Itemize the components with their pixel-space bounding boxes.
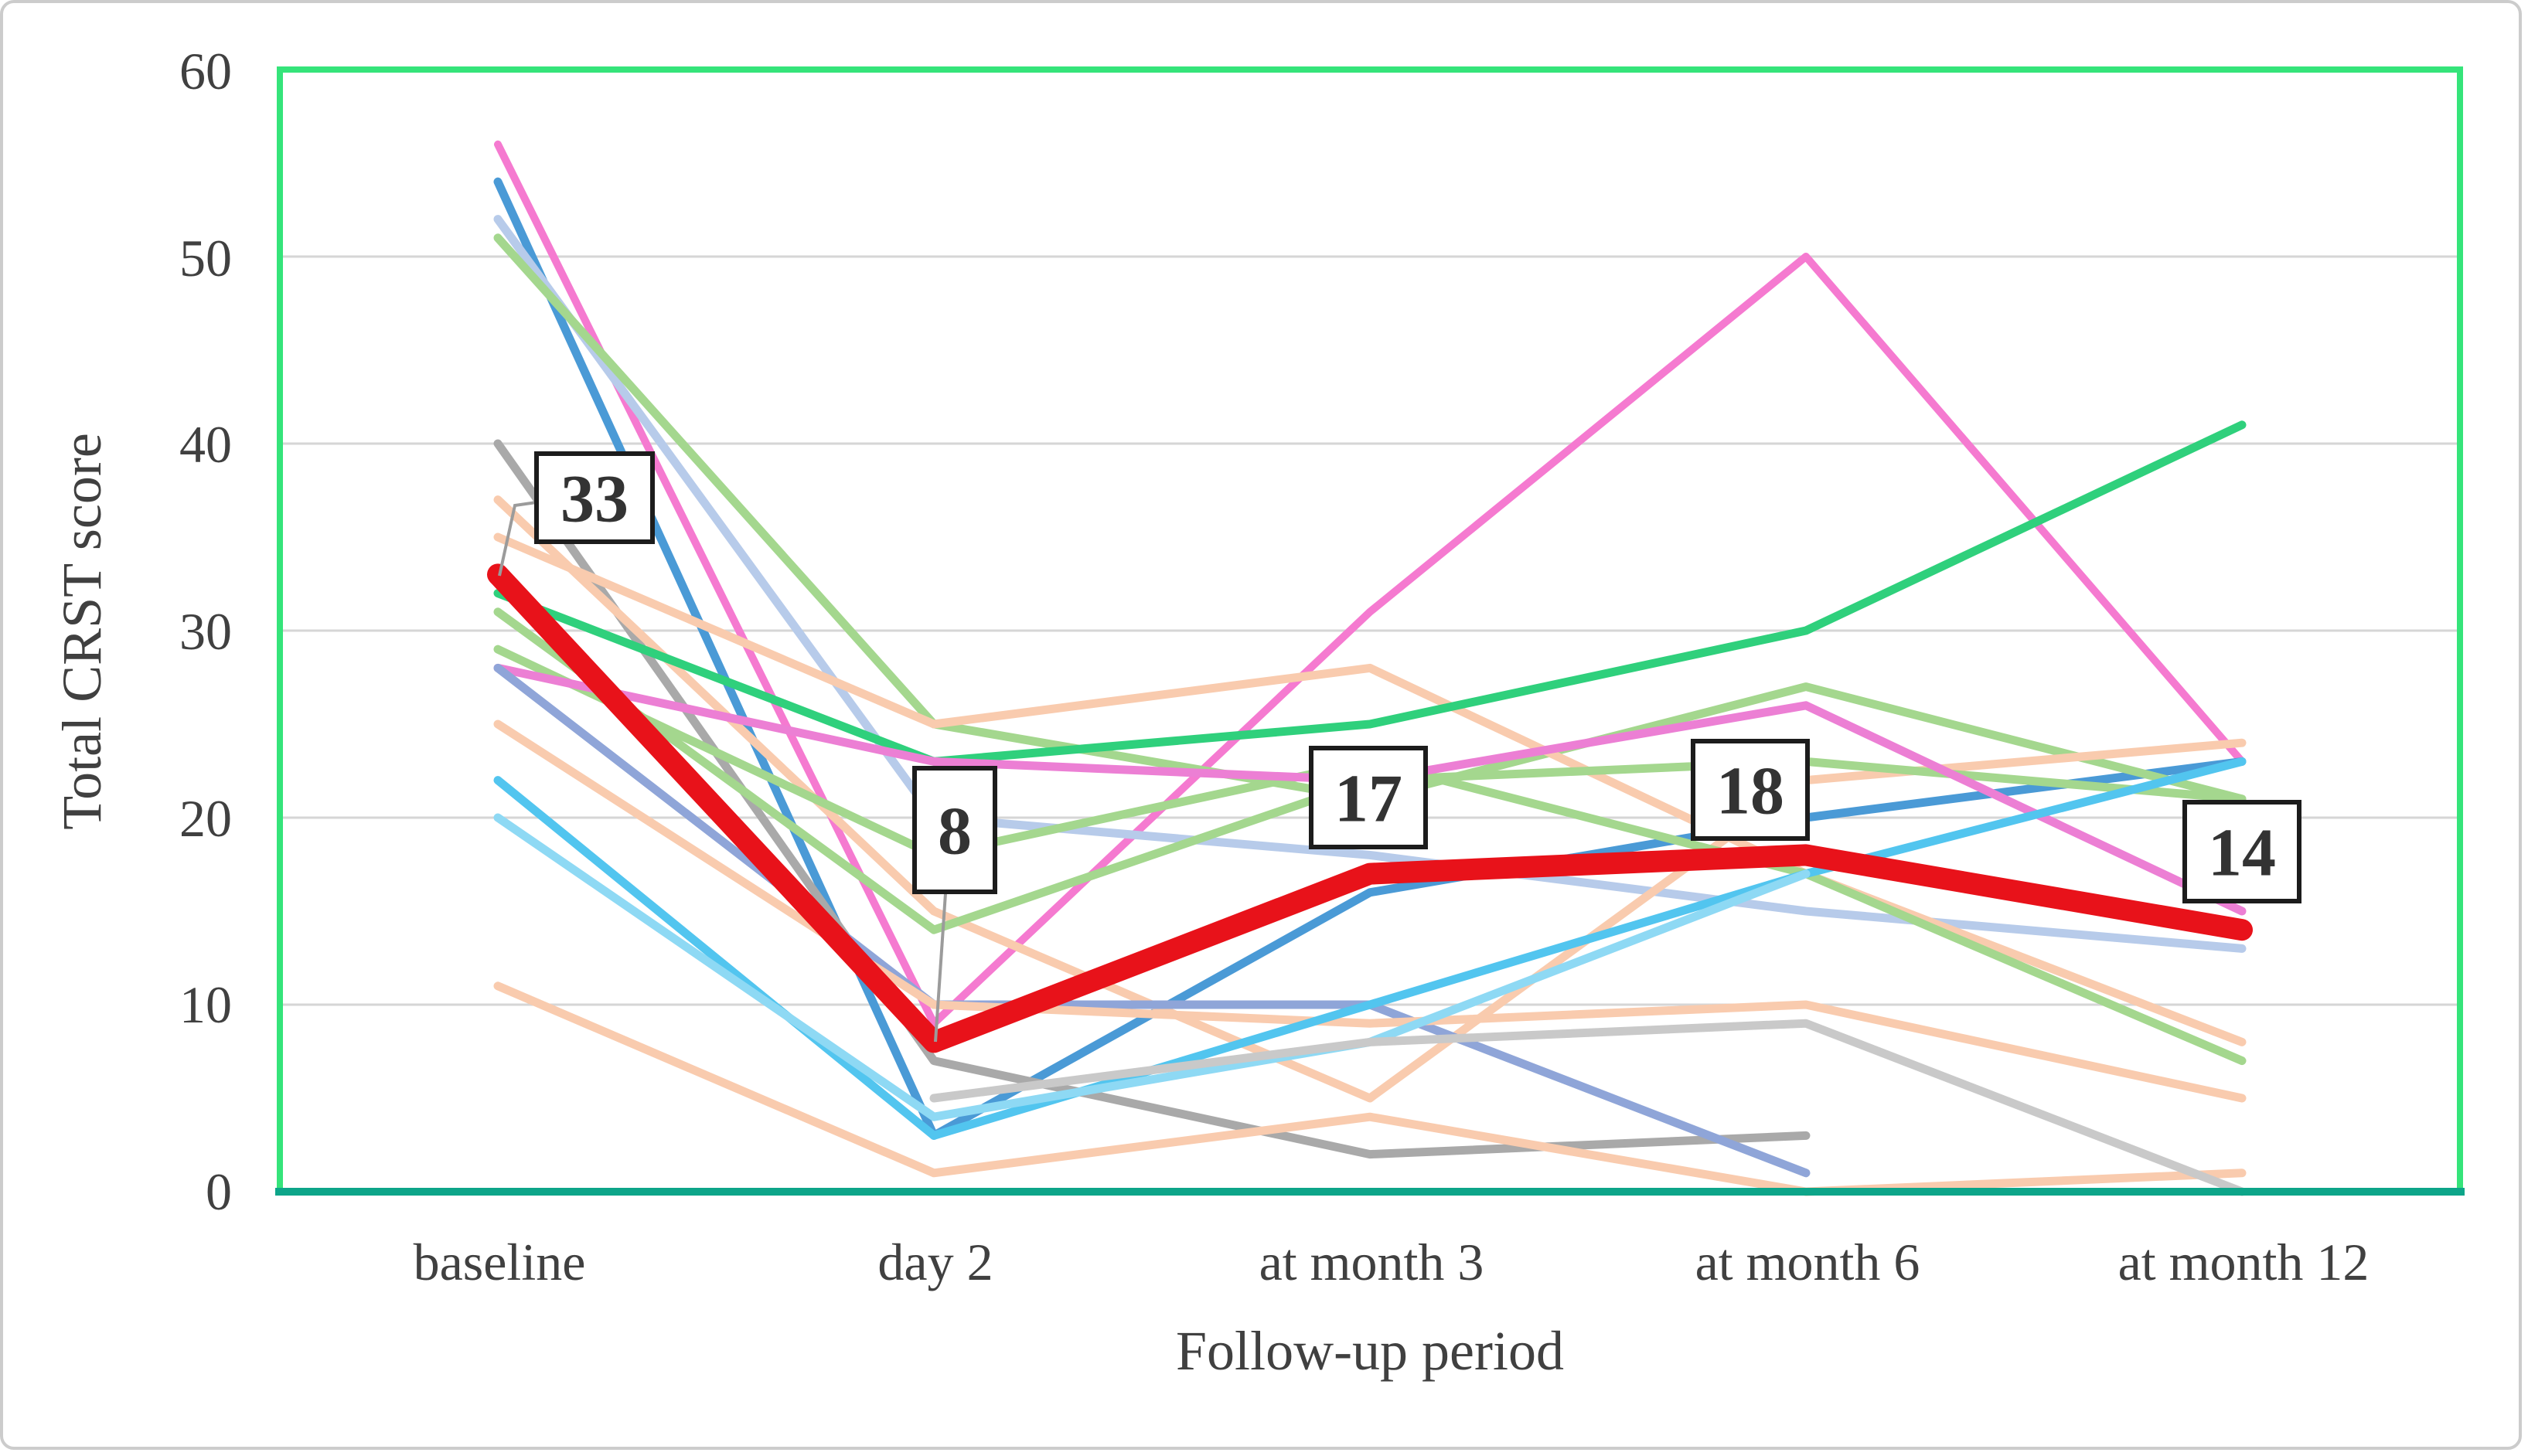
x-axis-title: Follow-up period xyxy=(1176,1320,1564,1382)
data-labels: 33 8 17 18 14 xyxy=(498,451,2301,1043)
data-label-14: 14 xyxy=(2182,800,2301,903)
data-label-8: 8 xyxy=(912,766,997,1043)
line-average xyxy=(487,563,2253,1053)
x-axis-categories: baseline day 2 at month 3 at month 6 at … xyxy=(414,1233,2370,1291)
line-patient-peach-c xyxy=(493,719,2247,1103)
y-axis-ticks: 0 10 20 30 40 50 60 xyxy=(179,42,232,1221)
line-patient-silver xyxy=(929,1019,2247,1196)
line-patient-peach-a xyxy=(493,495,2247,1103)
y-tick-10: 10 xyxy=(179,975,232,1034)
x-cat-month12: at month 12 xyxy=(2118,1233,2370,1291)
y-tick-0: 0 xyxy=(206,1162,232,1221)
label-box-8 xyxy=(912,766,997,894)
data-label-17: 17 xyxy=(1309,746,1428,849)
data-label-18: 18 xyxy=(1691,739,1810,841)
line-patient-springgreen xyxy=(493,420,2247,766)
y-tick-40: 40 xyxy=(179,415,232,474)
x-cat-day2: day 2 xyxy=(877,1233,993,1291)
label-box-17 xyxy=(1309,746,1428,849)
label-box-33 xyxy=(534,451,655,544)
line-patient-lightgreen-a xyxy=(493,233,2247,804)
label-text-17: 17 xyxy=(1334,762,1402,837)
line-patient-blue xyxy=(493,177,2247,1140)
series-lines xyxy=(487,140,2253,1196)
label-leader-8 xyxy=(934,893,947,1043)
label-text-14: 14 xyxy=(2208,816,2276,891)
x-cat-month3: at month 3 xyxy=(1259,1233,1484,1291)
line-patient-skyblue xyxy=(493,813,1811,1121)
y-tick-60: 60 xyxy=(179,42,232,100)
crst-line-chart: 33 8 17 18 14 0 10 20 30 40 50 60 baseline d… xyxy=(51,42,2465,1382)
label-leader-33 xyxy=(498,501,537,577)
line-patient-periwinkle xyxy=(493,215,2247,953)
x-cat-baseline: baseline xyxy=(414,1233,586,1291)
plot-border xyxy=(277,66,2463,1192)
line-patient-cornflower xyxy=(493,663,1811,1178)
y-tick-50: 50 xyxy=(179,229,232,287)
y-tick-30: 30 xyxy=(179,602,232,661)
line-patient-peach-d xyxy=(493,981,2247,1196)
label-box-18 xyxy=(1691,739,1810,841)
label-text-18: 18 xyxy=(1716,754,1784,829)
y-tick-20: 20 xyxy=(179,789,232,848)
label-box-14 xyxy=(2182,800,2301,903)
x-cat-month6: at month 6 xyxy=(1695,1233,1920,1291)
label-text-33: 33 xyxy=(560,462,629,537)
line-patient-peach-b xyxy=(493,532,2247,1046)
y-axis-title: Total CRST score xyxy=(51,433,113,830)
data-label-33: 33 xyxy=(498,451,655,577)
label-text-8: 8 xyxy=(938,794,972,869)
